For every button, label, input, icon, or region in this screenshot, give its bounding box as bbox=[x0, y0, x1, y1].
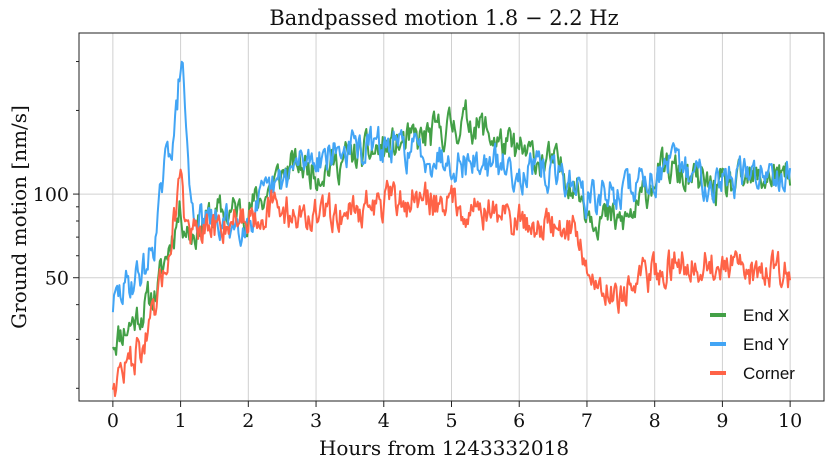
x-tick-label: 7 bbox=[581, 410, 593, 432]
chart-title: Bandpassed motion 1.8 − 2.2 Hz bbox=[269, 6, 618, 30]
x-tick-label: 5 bbox=[445, 410, 457, 432]
legend-label-end-y: End Y bbox=[743, 335, 789, 354]
x-tick-label: 0 bbox=[107, 410, 119, 432]
ticks: 0 1 2 3 4 5 6 7 8 9 10 50 100 bbox=[33, 61, 802, 432]
x-tick-label: 8 bbox=[649, 410, 661, 432]
x-tick-label: 9 bbox=[716, 410, 728, 432]
series-line-end-y bbox=[111, 60, 792, 313]
series-line-corner bbox=[111, 168, 792, 398]
series-layer bbox=[111, 60, 792, 398]
legend-label-end-x: End X bbox=[743, 306, 789, 325]
x-tick-label: 2 bbox=[242, 410, 254, 432]
x-tick-label: 1 bbox=[175, 410, 187, 432]
x-tick-label: 6 bbox=[513, 410, 525, 432]
x-tick-label: 10 bbox=[778, 410, 802, 432]
legend: End X End Y Corner bbox=[710, 306, 795, 383]
y-tick-label: 100 bbox=[33, 184, 69, 206]
legend-label-corner: Corner bbox=[743, 364, 795, 383]
x-axis-label: Hours from 1243332018 bbox=[319, 436, 569, 460]
y-axis-label: Ground motion [nm/s] bbox=[7, 105, 31, 329]
y-tick-label: 50 bbox=[45, 268, 69, 290]
x-tick-label: 3 bbox=[310, 410, 322, 432]
x-tick-label: 4 bbox=[378, 410, 390, 432]
